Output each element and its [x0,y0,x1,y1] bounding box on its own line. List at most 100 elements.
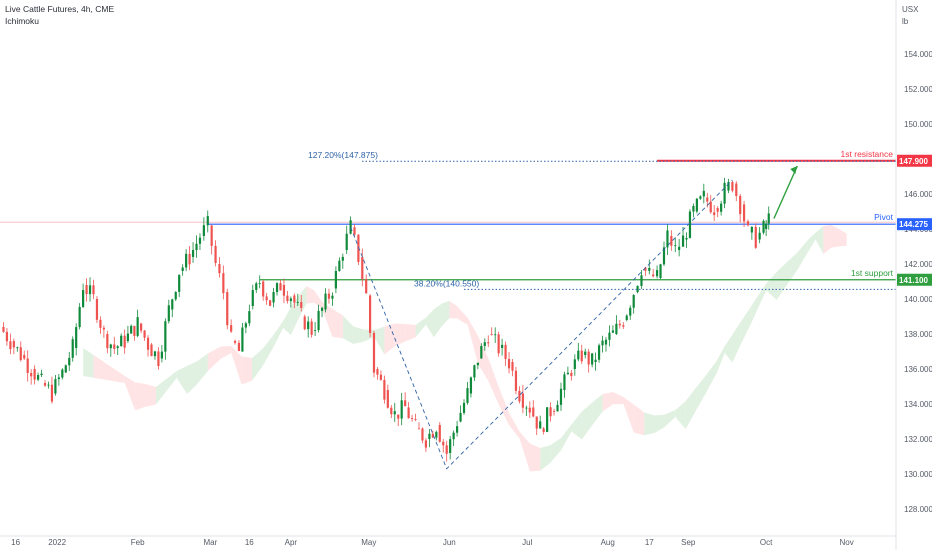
candle-body [410,418,414,419]
currency-label: USX [902,5,919,14]
cloud-segment [342,315,354,344]
candle-body [26,358,29,373]
y-tick-label: 130.000 [904,470,932,479]
candle-body [597,345,601,360]
candle-body [487,342,490,344]
candle-body [455,426,459,433]
cloud-segment [675,401,686,429]
candle-body [293,295,296,303]
cloud-segment [633,404,645,436]
price-tag-box [897,273,932,286]
candle-body [383,379,386,400]
candle-body [528,407,531,413]
candle-body [577,350,580,360]
candle-body [678,246,681,250]
candle-body [23,355,26,359]
unit-label: lb [902,17,909,26]
price-tag-value: 147.900 [899,157,928,166]
candle-body [573,359,576,369]
cloud-segment [654,414,665,433]
candle-body [549,407,552,417]
candle-body [525,407,528,409]
candle-body [314,330,317,331]
cloud-segment [823,225,832,254]
candle-body [518,390,521,402]
candle-body [644,267,647,271]
cloud-segment [664,410,676,427]
y-tick-label: 154.000 [904,50,932,59]
candle-body [226,292,229,326]
candle-body [167,305,170,322]
candle-body [331,295,334,299]
candle-body [604,339,608,345]
candle-body [300,302,303,308]
cloud-segment [363,329,375,342]
candle-body [622,325,625,327]
candle-body [164,321,167,352]
cloud-segment [241,356,253,385]
x-tick-label: 2022 [48,538,66,547]
y-tick-label: 140.000 [904,295,932,304]
candle-body [71,339,74,358]
candle-body [349,220,352,234]
projection-arrow-head [790,166,798,174]
candle-body [47,384,50,386]
cloud-segment [262,336,273,367]
level-label: 1st support [851,268,894,278]
candle-body [357,234,360,262]
price-tags: 147.900 144.275 141.100 [897,154,932,286]
cloud-segment [797,240,808,270]
x-tick-label: Oct [760,538,773,547]
candle-body [5,331,9,342]
candle-body [188,253,191,265]
candle-body [727,181,730,191]
candle-body [361,257,364,280]
candle-body [552,411,556,412]
candle-body [438,425,441,442]
cloud-segment [750,295,759,325]
candle-body [368,295,372,333]
candle-body [497,334,500,354]
candle-body [233,341,237,343]
candle-body [407,407,410,419]
candle-body [286,295,289,302]
candle-body [171,299,174,310]
cloud-segment [93,355,104,380]
cloud-segment [124,376,136,411]
candle-body [341,256,344,261]
cloud-segment [384,323,395,355]
candle-body [320,307,324,311]
candle-body [670,236,673,246]
indicator-label: Ichimoku [5,16,39,26]
candle-body [12,341,15,348]
candle-body [376,369,379,375]
candle-body [120,335,123,347]
cloud-segment [197,353,208,384]
x-tick-label: Mar [203,538,217,547]
candle-body [113,344,116,349]
cloud-segment [467,317,478,364]
candle-body [625,315,628,320]
candle-body [365,279,368,294]
candle-body [417,428,421,430]
cloud-segment [290,295,299,335]
candle-body [594,359,597,362]
candle-body [16,347,19,349]
cloud-segment [426,309,434,338]
candle-body [268,300,272,306]
candle-body [206,216,209,226]
candle-body [720,203,723,212]
candle-body [501,344,504,348]
candle-body [262,281,265,297]
candle-body [265,296,268,301]
candle-body [36,375,40,380]
cloud-segment [353,326,364,344]
cloud-segment [592,394,603,426]
y-tick-label: 128.000 [904,505,932,514]
candle-body [99,319,102,328]
candle-body [559,388,563,405]
cloud-segment [550,438,562,463]
y-tick-label: 132.000 [904,435,932,444]
cloud-segment [187,361,198,394]
candle-body [608,332,611,340]
